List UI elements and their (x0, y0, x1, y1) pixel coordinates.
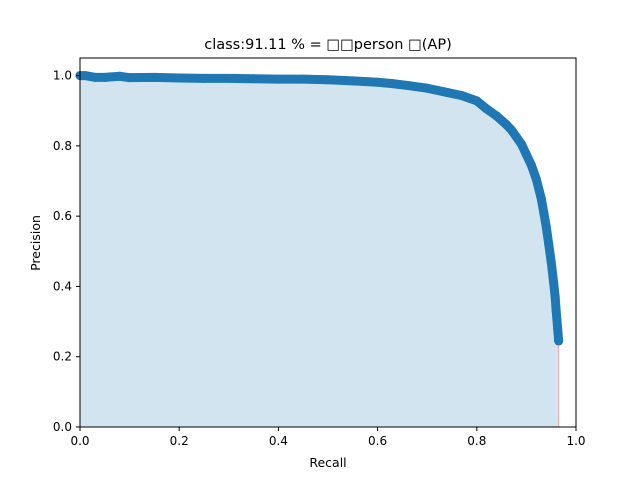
x-tick-label: 0.4 (269, 434, 288, 448)
data-point (348, 76, 358, 86)
data-point (422, 83, 432, 93)
y-tick-label: 0.6 (53, 209, 72, 223)
data-point (536, 194, 546, 204)
data-point (551, 306, 561, 316)
data-point (541, 222, 551, 232)
data-point (553, 324, 563, 334)
data-point (549, 278, 559, 288)
y-tick-label: 0.0 (53, 420, 72, 434)
y-tick-label: 0.2 (53, 350, 72, 364)
data-point (554, 336, 564, 346)
x-tick-label: 0.0 (70, 434, 89, 448)
data-point (507, 125, 517, 135)
data-point (546, 257, 556, 267)
axis-ticks: 0.0 0.2 0.4 0.6 0.8 1.0 0.0 0.2 0.4 0.6 0.8 1.0 (53, 69, 586, 448)
data-point (472, 96, 482, 106)
data-point (115, 71, 125, 81)
x-tick-label: 0.6 (368, 434, 387, 448)
data-point (550, 292, 560, 302)
data-point (539, 208, 549, 218)
data-point (442, 87, 452, 97)
data-point (125, 73, 135, 83)
x-tick-label: 0.8 (467, 434, 486, 448)
y-tick-label: 0.4 (53, 279, 72, 293)
x-tick-label: 1.0 (566, 434, 585, 448)
data-point (526, 160, 536, 170)
data-point (249, 74, 259, 84)
data-point (174, 73, 184, 83)
data-point (199, 73, 209, 83)
data-point (273, 74, 283, 84)
data-point (298, 74, 308, 84)
data-point (511, 132, 521, 142)
x-axis-label: Recall (309, 455, 346, 470)
area-fill-series-0 (80, 75, 559, 428)
y-tick-label: 0.8 (53, 139, 72, 153)
data-point (544, 239, 554, 249)
x-tick-label: 0.2 (170, 434, 189, 448)
data-point (149, 72, 159, 82)
data-point (373, 77, 383, 87)
chart-title: class:91.11 % = □□person □(AP) (204, 37, 452, 53)
data-point (492, 111, 502, 121)
data-point (323, 75, 333, 85)
plot-area (75, 57, 577, 428)
data-point (482, 104, 492, 114)
data-point (402, 80, 412, 90)
data-point (457, 91, 467, 101)
data-point (80, 71, 90, 81)
y-tick-label: 1.0 (53, 69, 72, 83)
data-point (90, 72, 100, 82)
data-point (100, 72, 110, 82)
data-point (521, 150, 531, 160)
y-axis-label: Precision (28, 215, 43, 271)
data-point (224, 73, 234, 83)
data-point (387, 79, 397, 89)
data-point (531, 174, 541, 184)
axes-frame (79, 57, 577, 428)
data-point (516, 139, 526, 149)
